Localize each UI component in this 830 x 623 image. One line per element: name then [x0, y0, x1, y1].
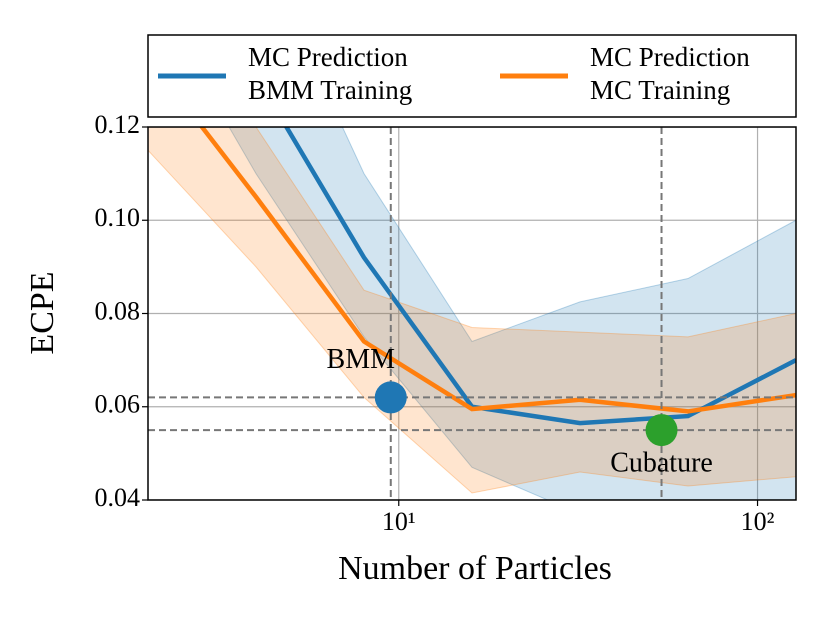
x-tick-label: 10² [741, 507, 775, 536]
y-tick-label: 0.06 [95, 390, 141, 419]
x-tick-label: 10¹ [382, 507, 416, 536]
marker-point [374, 381, 407, 414]
y-axis-label: ECPE [24, 271, 61, 354]
legend-label: MC Prediction BMM Training [248, 42, 412, 105]
line [199, 127, 796, 414]
y-tick-label: 0.10 [95, 203, 141, 232]
x-axis-label: Number of Particles [338, 550, 612, 587]
point-label: BMM [327, 344, 396, 375]
confidence-band [148, 127, 796, 494]
y-tick-label: 0.04 [95, 483, 141, 512]
plot-area [148, 127, 796, 500]
marker-point [645, 414, 678, 447]
y-tick-label: 0.12 [95, 110, 141, 139]
legend-label: MC Prediction MC Training [590, 42, 750, 105]
y-tick-label: 0.08 [95, 296, 141, 325]
legend-box [147, 34, 797, 118]
point-label: Cubature [610, 447, 713, 478]
